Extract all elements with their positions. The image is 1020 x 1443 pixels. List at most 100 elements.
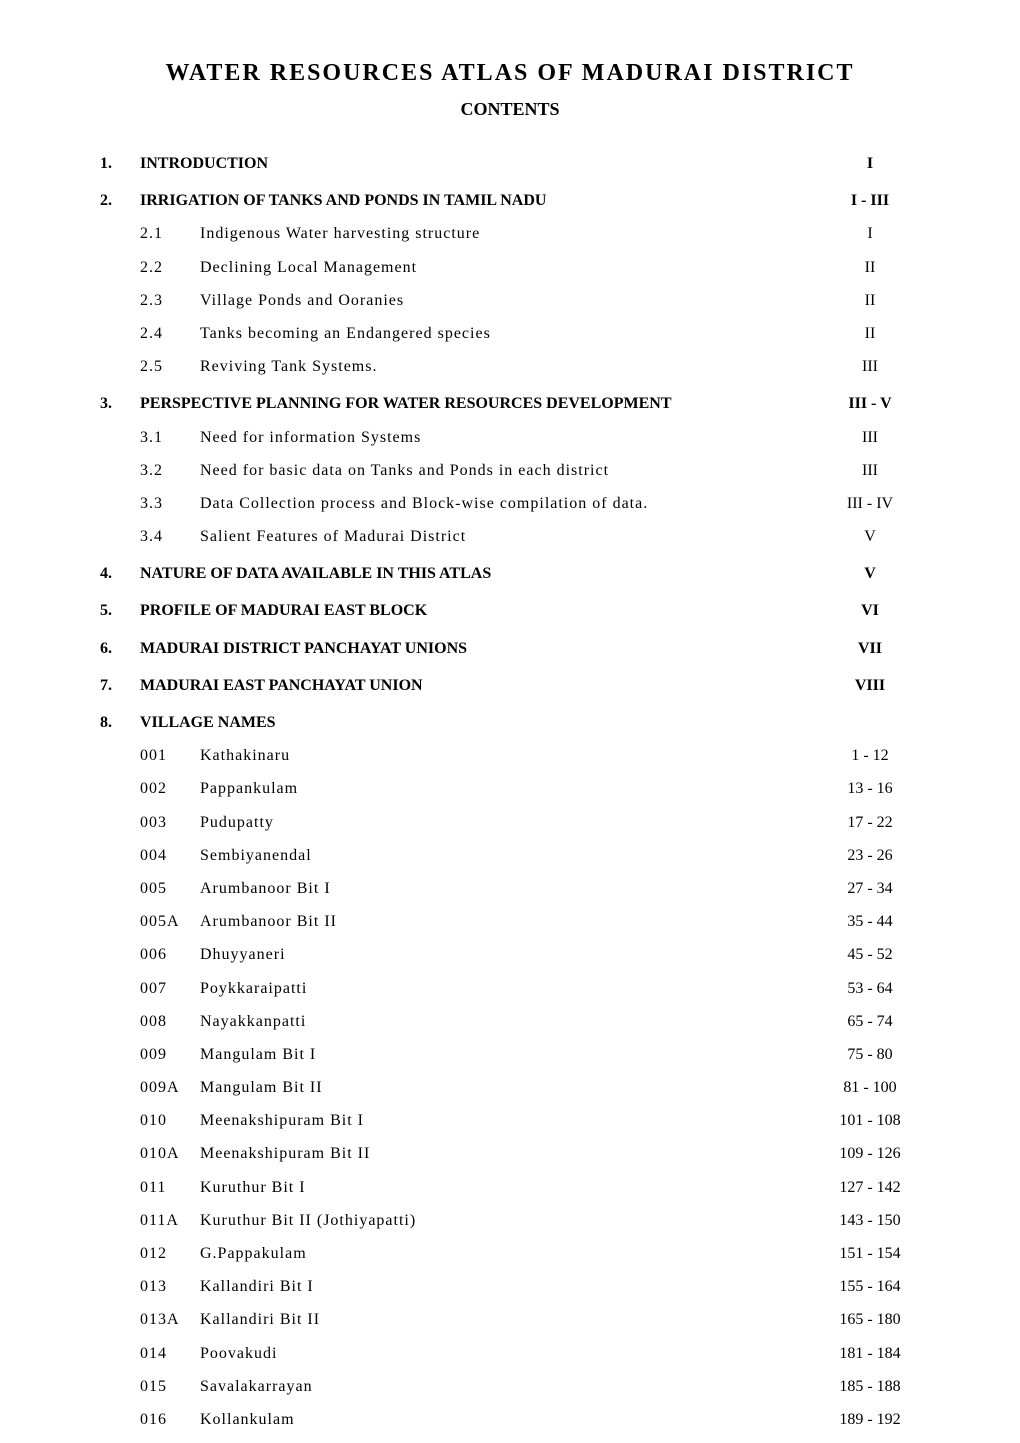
subsection-page: 53 - 64 bbox=[820, 975, 920, 1002]
table-of-contents: 1.INTRODUCTIONI2.IRRIGATION OF TANKS AND… bbox=[100, 150, 920, 1443]
subsection-page: 101 - 108 bbox=[820, 1107, 920, 1134]
section-title: VILLAGE NAMES bbox=[140, 709, 820, 736]
subsection-number: 015 bbox=[140, 1373, 200, 1400]
subsection-title: Meenakshipuram Bit I bbox=[200, 1107, 820, 1134]
subsection-page: 1 - 12 bbox=[820, 742, 920, 769]
subsection-number: 3.2 bbox=[140, 457, 200, 484]
subsection-number: 013 bbox=[140, 1273, 200, 1300]
subsection-page: 127 - 142 bbox=[820, 1174, 920, 1201]
toc-subsection-row: 012G.Pappakulam151 - 154 bbox=[100, 1240, 920, 1267]
subsection-number: 3.1 bbox=[140, 424, 200, 451]
subsection-page: I bbox=[820, 220, 920, 247]
toc-subsection-row: 009AMangulam Bit II81 - 100 bbox=[100, 1074, 920, 1101]
subsection-page: 35 - 44 bbox=[820, 908, 920, 935]
subsection-number: 2.4 bbox=[140, 320, 200, 347]
section-number: 2. bbox=[100, 187, 140, 214]
subsection-page: 45 - 52 bbox=[820, 941, 920, 968]
subsection-number: 2.2 bbox=[140, 254, 200, 281]
subsection-title: Arumbanoor Bit II bbox=[200, 908, 820, 935]
toc-section-row: 3.PERSPECTIVE PLANNING FOR WATER RESOURC… bbox=[100, 390, 920, 417]
section-title: PERSPECTIVE PLANNING FOR WATER RESOURCES… bbox=[140, 390, 820, 417]
subsection-number: 011 bbox=[140, 1174, 200, 1201]
toc-section-row: 6.MADURAI DISTRICT PANCHAYAT UNIONSVII bbox=[100, 635, 920, 662]
section-title: NATURE OF DATA AVAILABLE IN THIS ATLAS bbox=[140, 560, 820, 587]
subsection-title: Mangulam Bit I bbox=[200, 1041, 820, 1068]
subsection-page: III bbox=[820, 424, 920, 451]
toc-subsection-row: 010Meenakshipuram Bit I101 - 108 bbox=[100, 1107, 920, 1134]
subsection-number: 003 bbox=[140, 809, 200, 836]
toc-subsection-row: 016Kollankulam189 - 192 bbox=[100, 1406, 920, 1433]
toc-subsection-row: 2.2Declining Local ManagementII bbox=[100, 254, 920, 281]
subsection-title: Savalakarrayan bbox=[200, 1373, 820, 1400]
toc-subsection-row: 014Poovakudi181 - 184 bbox=[100, 1340, 920, 1367]
subsection-title: Kollankulam bbox=[200, 1406, 820, 1433]
subsection-number: 014 bbox=[140, 1340, 200, 1367]
subsection-page: 143 - 150 bbox=[820, 1207, 920, 1234]
subsection-number: 005 bbox=[140, 875, 200, 902]
subsection-page: 65 - 74 bbox=[820, 1008, 920, 1035]
section-page: I - III bbox=[820, 187, 920, 214]
toc-subsection-row: 008Nayakkanpatti65 - 74 bbox=[100, 1008, 920, 1035]
toc-subsection-row: 001Kathakinaru1 - 12 bbox=[100, 742, 920, 769]
toc-subsection-row: 2.1Indigenous Water harvesting structure… bbox=[100, 220, 920, 247]
toc-subsection-row: 011AKuruthur Bit II (Jothiyapatti)143 - … bbox=[100, 1207, 920, 1234]
section-number: 3. bbox=[100, 390, 140, 417]
section-spacer bbox=[100, 1439, 920, 1443]
toc-subsection-row: 004Sembiyanendal23 - 26 bbox=[100, 842, 920, 869]
subsection-number: 2.1 bbox=[140, 220, 200, 247]
subsection-number: 004 bbox=[140, 842, 200, 869]
toc-subsection-row: 2.5Reviving Tank Systems.III bbox=[100, 353, 920, 380]
section-number: 4. bbox=[100, 560, 140, 587]
subsection-number: 3.3 bbox=[140, 490, 200, 517]
subsection-title: Poykkaraipatti bbox=[200, 975, 820, 1002]
subsection-number: 002 bbox=[140, 775, 200, 802]
subsection-title: Need for basic data on Tanks and Ponds i… bbox=[200, 457, 820, 484]
subsection-page: II bbox=[820, 320, 920, 347]
toc-subsection-row: 011Kuruthur Bit I127 - 142 bbox=[100, 1174, 920, 1201]
section-title: MADURAI DISTRICT PANCHAYAT UNIONS bbox=[140, 635, 820, 662]
section-title: INTRODUCTION bbox=[140, 150, 820, 177]
section-page: V bbox=[820, 560, 920, 587]
toc-section-row: 5.PROFILE OF MADURAI EAST BLOCKVI bbox=[100, 597, 920, 624]
toc-subsection-row: 013Kallandiri Bit I155 - 164 bbox=[100, 1273, 920, 1300]
subsection-number: 016 bbox=[140, 1406, 200, 1433]
section-number: 8. bbox=[100, 709, 140, 736]
section-page: VI bbox=[820, 597, 920, 624]
subsection-page: 27 - 34 bbox=[820, 875, 920, 902]
toc-subsection-row: 009Mangulam Bit I75 - 80 bbox=[100, 1041, 920, 1068]
subsection-title: Tanks becoming an Endangered species bbox=[200, 320, 820, 347]
toc-subsection-row: 002Pappankulam13 - 16 bbox=[100, 775, 920, 802]
subsection-title: Arumbanoor Bit I bbox=[200, 875, 820, 902]
subsection-page: 155 - 164 bbox=[820, 1273, 920, 1300]
toc-subsection-row: 010AMeenakshipuram Bit II109 - 126 bbox=[100, 1140, 920, 1167]
subsection-number: 2.5 bbox=[140, 353, 200, 380]
subsection-page: III bbox=[820, 457, 920, 484]
section-page: III - V bbox=[820, 390, 920, 417]
subsection-title: Data Collection process and Block-wise c… bbox=[200, 490, 820, 517]
subsection-page: 151 - 154 bbox=[820, 1240, 920, 1267]
toc-section-row: 8.VILLAGE NAMES bbox=[100, 709, 920, 736]
subsection-number: 010 bbox=[140, 1107, 200, 1134]
subsection-number: 012 bbox=[140, 1240, 200, 1267]
toc-subsection-row: 3.1Need for information SystemsIII bbox=[100, 424, 920, 451]
subsection-title: Reviving Tank Systems. bbox=[200, 353, 820, 380]
subsection-page: II bbox=[820, 287, 920, 314]
subsection-title: Village Ponds and Ooranies bbox=[200, 287, 820, 314]
subsection-number: 006 bbox=[140, 941, 200, 968]
subsection-number: 3.4 bbox=[140, 523, 200, 550]
section-number: 1. bbox=[100, 150, 140, 177]
toc-subsection-row: 2.3Village Ponds and OoraniesII bbox=[100, 287, 920, 314]
subsection-page: 17 - 22 bbox=[820, 809, 920, 836]
section-number: 7. bbox=[100, 672, 140, 699]
section-number: 6. bbox=[100, 635, 140, 662]
document-title: WATER RESOURCES ATLAS OF MADURAI DISTRIC… bbox=[100, 60, 920, 87]
subsection-number: 009A bbox=[140, 1074, 200, 1101]
subsection-number: 005A bbox=[140, 908, 200, 935]
subsection-title: Mangulam Bit II bbox=[200, 1074, 820, 1101]
subsection-title: Sembiyanendal bbox=[200, 842, 820, 869]
subsection-title: Kuruthur Bit II (Jothiyapatti) bbox=[200, 1207, 820, 1234]
subsection-page: III bbox=[820, 353, 920, 380]
toc-subsection-row: 3.4Salient Features of Madurai DistrictV bbox=[100, 523, 920, 550]
subsection-page: III - IV bbox=[820, 490, 920, 517]
subsection-page: 23 - 26 bbox=[820, 842, 920, 869]
